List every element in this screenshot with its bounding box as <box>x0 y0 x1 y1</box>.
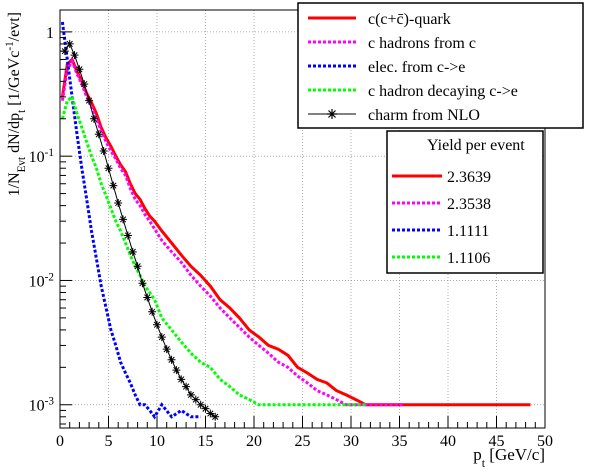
series-4-point <box>172 366 181 375</box>
x-tick-label: 25 <box>295 433 311 450</box>
series-4-point <box>94 130 103 139</box>
y-tick-label: 1 <box>46 25 54 42</box>
series-4-point <box>114 198 123 207</box>
series-4-point <box>167 355 176 364</box>
x-axis-label: pt [GeV/c] <box>473 445 545 470</box>
series-4-point <box>89 114 98 123</box>
yield-value: 1.1106 <box>447 250 490 267</box>
x-tick-label: 5 <box>105 433 113 450</box>
series-4-point <box>104 164 113 173</box>
legend-star-marker <box>327 109 337 119</box>
yield-box-title: Yield per event <box>427 137 525 154</box>
x-tick-label: 40 <box>440 433 456 450</box>
series-4-point <box>75 65 84 74</box>
series-4-point <box>119 215 128 224</box>
x-tick-label: 20 <box>246 433 262 450</box>
x-tick-label: 0 <box>56 433 64 450</box>
y-tick-label: 10-2 <box>29 271 54 290</box>
series-4-point <box>99 147 108 156</box>
y-tick-label: 10-1 <box>29 147 54 166</box>
series-4-point <box>123 231 132 240</box>
series-4-point <box>133 262 142 271</box>
series-4-point <box>196 400 205 409</box>
legend-label: c hadrons from c <box>368 35 476 52</box>
series-2-line <box>60 21 201 420</box>
series-4-point <box>162 345 171 354</box>
x-tick-label: 50 <box>537 433 553 450</box>
series-4-point <box>80 80 89 89</box>
x-tick-label: 45 <box>489 433 505 450</box>
x-tick-label: 10 <box>149 433 165 450</box>
series-4-point <box>109 181 118 190</box>
series-4-point <box>186 390 195 399</box>
series-4-point <box>177 375 186 384</box>
legend: c(c+c̄)-quark c hadrons from c elec. from … <box>297 2 584 129</box>
series-3-line <box>60 94 366 407</box>
yield-box: Yield per event 2.3639 2.3538 1.1111 1.1106 <box>386 130 544 274</box>
series-4-point <box>191 395 200 404</box>
series-4-point <box>182 382 191 391</box>
series-1-line <box>60 57 405 407</box>
series-4-point <box>138 279 147 288</box>
series-4-point <box>206 409 215 418</box>
series-4-point <box>143 293 152 302</box>
y-axis-label: 1/NEvt dN/dpt [1/GeVc-1/evt] <box>4 12 28 196</box>
x-tick-label: 30 <box>343 433 359 450</box>
yield-value: 2.3639 <box>447 169 491 186</box>
series-4-point <box>148 307 157 316</box>
series-4-point <box>65 39 74 48</box>
series-4-point <box>211 412 220 421</box>
x-tick-label: 15 <box>198 433 214 450</box>
yield-value: 2.3538 <box>447 196 491 213</box>
yield-value: 1.1111 <box>447 223 489 240</box>
y-tick-label: 10-3 <box>29 396 55 415</box>
series-0-line <box>60 56 531 407</box>
legend-label: charm from NLO <box>368 107 480 124</box>
series-4-point <box>153 320 161 329</box>
series-4-point <box>70 51 79 60</box>
series-layer <box>60 21 531 421</box>
x-tick-label: 35 <box>392 433 408 450</box>
axes: 0 5 10 15 20 25 30 35 40 45 50 1 10-1 10-2 10-3 <box>29 25 553 450</box>
legend-label: c(c+c̄)-quark <box>368 11 451 28</box>
legend-label: c hadron decaying c->e <box>368 83 518 100</box>
series-4-point <box>128 247 137 256</box>
series-4-point <box>85 96 94 105</box>
legend-label: elec. from c->e <box>368 59 465 76</box>
series-4-point <box>201 404 210 413</box>
series-4-point <box>157 333 166 342</box>
